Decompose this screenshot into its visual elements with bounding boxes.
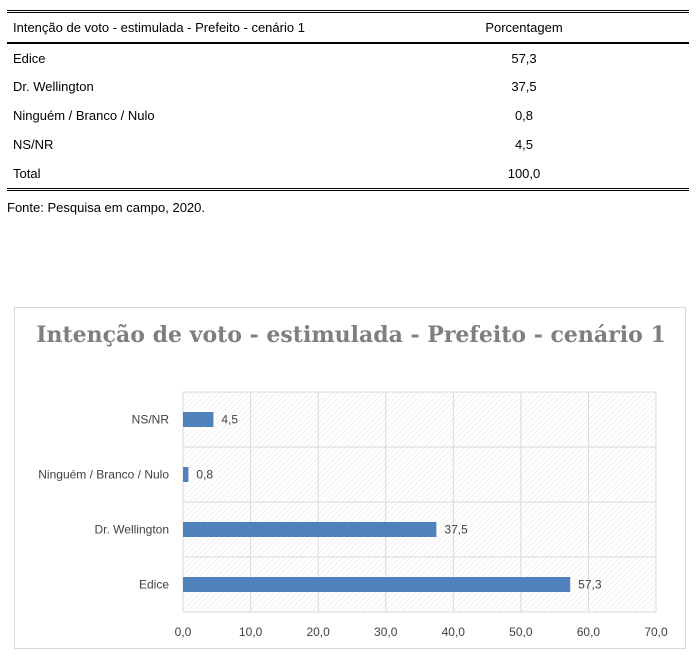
x-tick-label: 30,0 bbox=[374, 625, 398, 639]
table-row: NS/NR 4,5 bbox=[7, 130, 689, 159]
table-header-label: Intenção de voto - estimulada - Prefeito… bbox=[13, 20, 305, 35]
row-label: Ninguém / Branco / Nulo bbox=[13, 108, 155, 123]
chart-title: Intenção de voto - estimulada - Prefeito… bbox=[15, 320, 687, 350]
data-label: 4,5 bbox=[221, 413, 238, 427]
row-value: 57,3 bbox=[511, 50, 537, 66]
x-tick-label: 50,0 bbox=[509, 625, 533, 639]
y-category-label: Ninguém / Branco / Nulo bbox=[38, 468, 169, 482]
data-label: 57,3 bbox=[578, 578, 602, 592]
table-source-note: Fonte: Pesquisa em campo, 2020. bbox=[7, 200, 206, 215]
x-tick-label: 40,0 bbox=[442, 625, 466, 639]
row-label: NS/NR bbox=[13, 137, 54, 152]
x-tick-label: 20,0 bbox=[306, 625, 330, 639]
table-row-total: Total 100,0 bbox=[7, 159, 689, 188]
chart-plot: 0,0 10,0 20,0 30,0 40,0 50,0 60,0 70,0 NS/NR 4,5 N… bbox=[38, 391, 668, 639]
row-value: 4,5 bbox=[514, 137, 534, 152]
row-label: Dr. Wellington bbox=[13, 79, 94, 94]
table-header-row: Intenção de voto - estimulada - Prefeito… bbox=[7, 13, 689, 43]
data-label: 0,8 bbox=[196, 468, 213, 482]
x-tick-label: 0,0 bbox=[175, 625, 192, 639]
chart-title-text: Intenção de voto - estimulada - Prefeito… bbox=[36, 322, 666, 348]
table-bottom-rule bbox=[7, 188, 689, 191]
row-value: 0,8 bbox=[514, 108, 534, 123]
table-row: Edice 57,3 bbox=[7, 43, 689, 72]
x-tick-label: 10,0 bbox=[239, 625, 263, 639]
table-row: Dr. Wellington 37,5 bbox=[7, 72, 689, 101]
table-top-rule bbox=[7, 10, 689, 13]
row-value: 37,5 bbox=[511, 79, 537, 94]
x-tick-label: 70,0 bbox=[644, 625, 668, 639]
table-header-value: Porcentagem bbox=[485, 20, 563, 35]
bar-chart: Intenção de voto - estimulada - Prefeito… bbox=[14, 307, 686, 649]
row-value: 100,0 bbox=[507, 166, 541, 181]
row-label: Edice bbox=[13, 50, 46, 66]
row-label: Total bbox=[13, 166, 41, 181]
table-row: Ninguém / Branco / Nulo 0,8 bbox=[7, 101, 689, 130]
y-category-label: NS/NR bbox=[132, 413, 170, 427]
bar bbox=[183, 522, 437, 537]
bar bbox=[183, 467, 189, 482]
x-tick-label: 60,0 bbox=[577, 625, 601, 639]
bar bbox=[183, 412, 214, 427]
y-category-label: Dr. Wellington bbox=[95, 523, 169, 537]
results-table: Intenção de voto - estimulada - Prefeito… bbox=[7, 10, 689, 191]
y-category-label: Edice bbox=[139, 578, 169, 592]
bar bbox=[183, 577, 571, 592]
data-label: 37,5 bbox=[444, 523, 468, 537]
